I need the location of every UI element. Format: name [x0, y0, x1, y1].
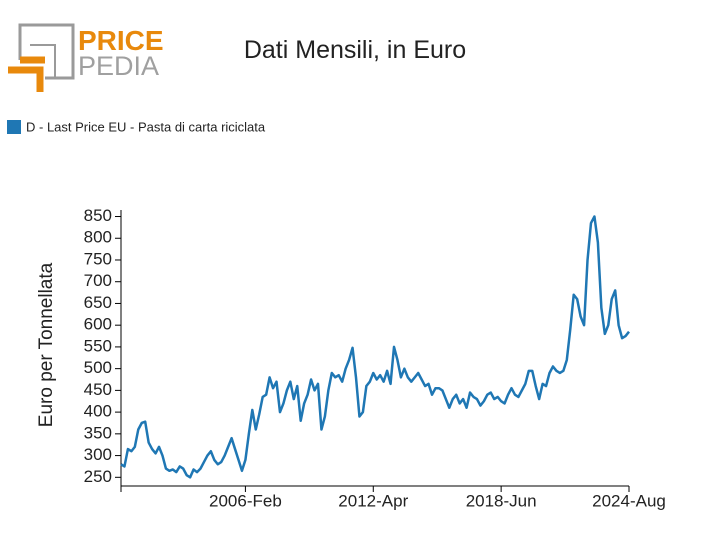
x-tick-label: 2024-Aug	[592, 491, 666, 510]
y-tick-label: 600	[84, 315, 112, 334]
data-line	[120, 215, 630, 479]
y-tick-label: 750	[84, 249, 112, 268]
x-tick-label: 2006-Feb	[209, 491, 282, 510]
y-tick-label: 400	[84, 402, 112, 421]
y-tick-label: 550	[84, 336, 112, 355]
y-tick-label: 450	[84, 380, 112, 399]
chart-title: Dati Mensili, in Euro	[244, 36, 466, 64]
logo-text: PEDIA	[78, 51, 159, 81]
legend-label: D - Last Price EU - Pasta di carta ricic…	[26, 119, 266, 134]
legend-swatch	[7, 120, 21, 134]
y-axis-label: Euro per Tonnellata	[36, 262, 57, 427]
y-tick-label: 800	[84, 228, 112, 247]
logo-frame	[30, 44, 56, 78]
logo: PRICE PEDIA	[8, 23, 164, 92]
y-tick-label: 300	[84, 445, 112, 464]
y-tick-label: 250	[84, 467, 112, 486]
y-tick-label: 650	[84, 293, 112, 312]
logo-mark	[8, 66, 44, 92]
y-tick-label: 350	[84, 423, 112, 442]
logo-text: PRICE	[78, 25, 164, 56]
y-tick-label: 850	[84, 206, 112, 225]
logo-frame	[18, 23, 75, 80]
x-tick-label: 2018-Jun	[466, 491, 537, 510]
x-tick-label: 2012-Apr	[338, 491, 408, 510]
y-tick-label: 700	[84, 271, 112, 290]
y-tick-label: 500	[84, 358, 112, 377]
